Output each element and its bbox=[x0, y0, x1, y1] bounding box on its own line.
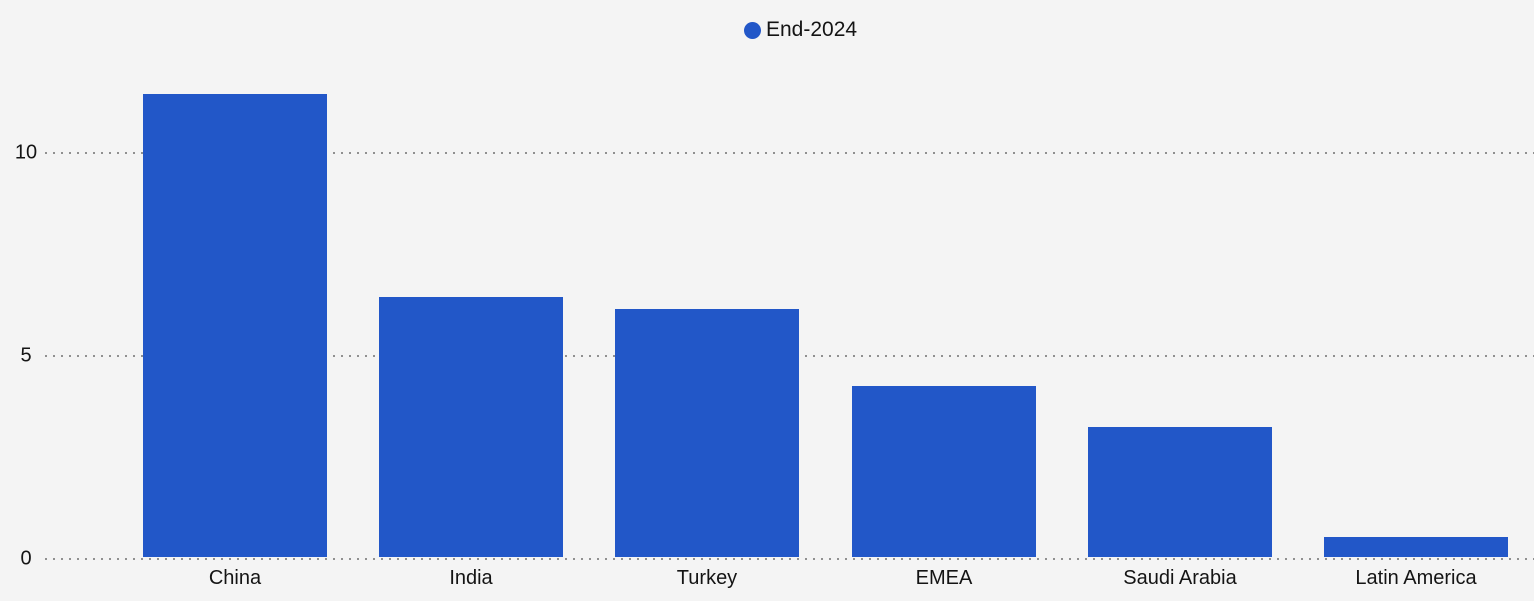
x-axis-label-saudi-arabia: Saudi Arabia bbox=[1123, 567, 1237, 589]
bar-latin-america[interactable] bbox=[1324, 537, 1508, 557]
y-axis-tick-label-5: 5 bbox=[20, 344, 32, 367]
legend-marker-icon bbox=[744, 21, 761, 39]
bar-emea[interactable] bbox=[852, 386, 1036, 557]
bar-india[interactable] bbox=[379, 297, 563, 557]
gridline-0 bbox=[45, 558, 1534, 560]
bar-china[interactable] bbox=[143, 94, 327, 557]
x-axis-label-latin-america: Latin America bbox=[1355, 567, 1477, 589]
y-axis-tick-label-10: 10 bbox=[14, 141, 38, 164]
x-axis-label-india: India bbox=[449, 567, 493, 589]
x-axis-label-china: China bbox=[208, 567, 262, 589]
y-axis-tick-label-0: 0 bbox=[20, 547, 32, 570]
x-axis-label-emea: EMEA bbox=[915, 567, 973, 589]
legend-item-end-2024[interactable]: End-2024 bbox=[744, 18, 857, 42]
gridline-10 bbox=[45, 152, 1534, 154]
bar-turkey[interactable] bbox=[615, 309, 799, 557]
x-axis-label-turkey: Turkey bbox=[676, 567, 738, 589]
bar-saudi-arabia[interactable] bbox=[1088, 427, 1272, 557]
legend: End-2024 bbox=[744, 18, 857, 42]
legend-label: End-2024 bbox=[766, 18, 858, 41]
